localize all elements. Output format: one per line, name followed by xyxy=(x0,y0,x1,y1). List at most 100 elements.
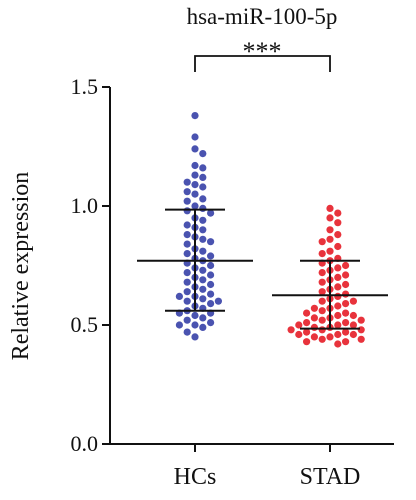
data-point xyxy=(207,209,215,217)
data-point xyxy=(183,297,191,305)
data-point xyxy=(199,183,207,191)
data-point xyxy=(207,280,215,289)
data-point xyxy=(183,188,191,196)
data-point xyxy=(318,269,326,277)
data-point xyxy=(191,171,199,179)
data-point xyxy=(207,290,215,298)
data-point xyxy=(357,335,365,343)
data-point xyxy=(310,304,318,312)
data-point xyxy=(183,178,191,186)
data-point xyxy=(295,330,303,339)
data-point xyxy=(287,326,295,334)
data-point xyxy=(310,323,318,331)
data-point xyxy=(303,309,311,317)
error-bars xyxy=(137,208,388,330)
data-point xyxy=(310,333,318,341)
data-point xyxy=(214,297,222,305)
data-point xyxy=(326,333,334,341)
data-point xyxy=(349,311,357,320)
data-point xyxy=(199,173,207,181)
x-axis-categories: HCs STAD xyxy=(174,464,361,490)
data-point xyxy=(318,316,326,324)
data-point xyxy=(334,340,342,348)
data-point xyxy=(183,197,191,205)
data-point xyxy=(191,112,199,120)
data-point xyxy=(191,333,199,341)
data-point xyxy=(191,321,199,329)
data-point xyxy=(303,338,311,346)
data-point xyxy=(357,316,365,324)
x-tick-label: STAD xyxy=(300,464,361,490)
y-tick-label: 0.5 xyxy=(71,312,99,337)
data-point xyxy=(334,219,342,227)
data-point xyxy=(326,214,334,222)
data-point xyxy=(318,307,326,315)
data-point xyxy=(191,133,199,141)
data-point xyxy=(342,261,350,270)
y-axis: 0.0 0.5 1.0 1.5 xyxy=(71,74,394,456)
data-point xyxy=(199,276,207,284)
data-point xyxy=(349,297,357,305)
y-tick-label: 0.0 xyxy=(71,431,99,456)
data-point xyxy=(334,283,342,291)
y-tick-label: 1.5 xyxy=(71,74,99,99)
data-point xyxy=(183,288,191,296)
data-point xyxy=(342,328,350,336)
data-point xyxy=(334,264,342,272)
significance-label: *** xyxy=(243,37,282,66)
data-point xyxy=(334,311,342,320)
data-point xyxy=(191,161,199,170)
data-point xyxy=(318,326,326,334)
data-point xyxy=(183,221,191,229)
data-point xyxy=(334,231,342,239)
data-points xyxy=(175,112,365,348)
data-point xyxy=(349,330,357,339)
significance-bracket xyxy=(194,55,331,72)
data-point xyxy=(199,204,207,212)
data-point xyxy=(342,338,350,346)
data-point xyxy=(334,321,342,329)
y-tick-label: 1.0 xyxy=(71,193,99,218)
data-point xyxy=(318,288,326,296)
data-point xyxy=(191,181,199,189)
data-point xyxy=(207,252,215,260)
data-point xyxy=(199,295,207,303)
data-point xyxy=(326,247,334,255)
y-axis-label: Relative expression xyxy=(8,172,34,361)
data-point xyxy=(199,285,207,293)
data-point xyxy=(207,238,215,246)
data-point xyxy=(334,273,342,281)
data-point xyxy=(199,247,207,255)
data-point xyxy=(326,204,334,212)
data-point xyxy=(326,226,334,234)
data-point xyxy=(342,290,350,298)
data-point xyxy=(175,321,183,329)
data-point xyxy=(199,164,207,172)
data-point xyxy=(334,302,342,310)
x-tick-label: HCs xyxy=(174,464,217,490)
data-point xyxy=(295,321,303,329)
data-point xyxy=(183,250,191,258)
data-point xyxy=(183,207,191,215)
data-point xyxy=(191,311,199,320)
data-point xyxy=(342,271,350,279)
data-point xyxy=(318,278,326,286)
data-point xyxy=(342,319,350,327)
data-point xyxy=(199,266,207,274)
data-point xyxy=(207,319,215,327)
data-point xyxy=(191,190,199,198)
data-point xyxy=(199,323,207,331)
data-point xyxy=(342,300,350,308)
data-point xyxy=(326,235,334,243)
data-point xyxy=(357,326,365,334)
data-point xyxy=(318,297,326,305)
data-point xyxy=(310,314,318,322)
data-point xyxy=(342,309,350,317)
data-point xyxy=(342,280,350,289)
data-point xyxy=(183,231,191,239)
data-point xyxy=(334,292,342,300)
data-point xyxy=(183,240,191,248)
data-point xyxy=(191,202,199,210)
significance-bracket-line xyxy=(194,55,331,72)
data-point xyxy=(207,300,215,308)
